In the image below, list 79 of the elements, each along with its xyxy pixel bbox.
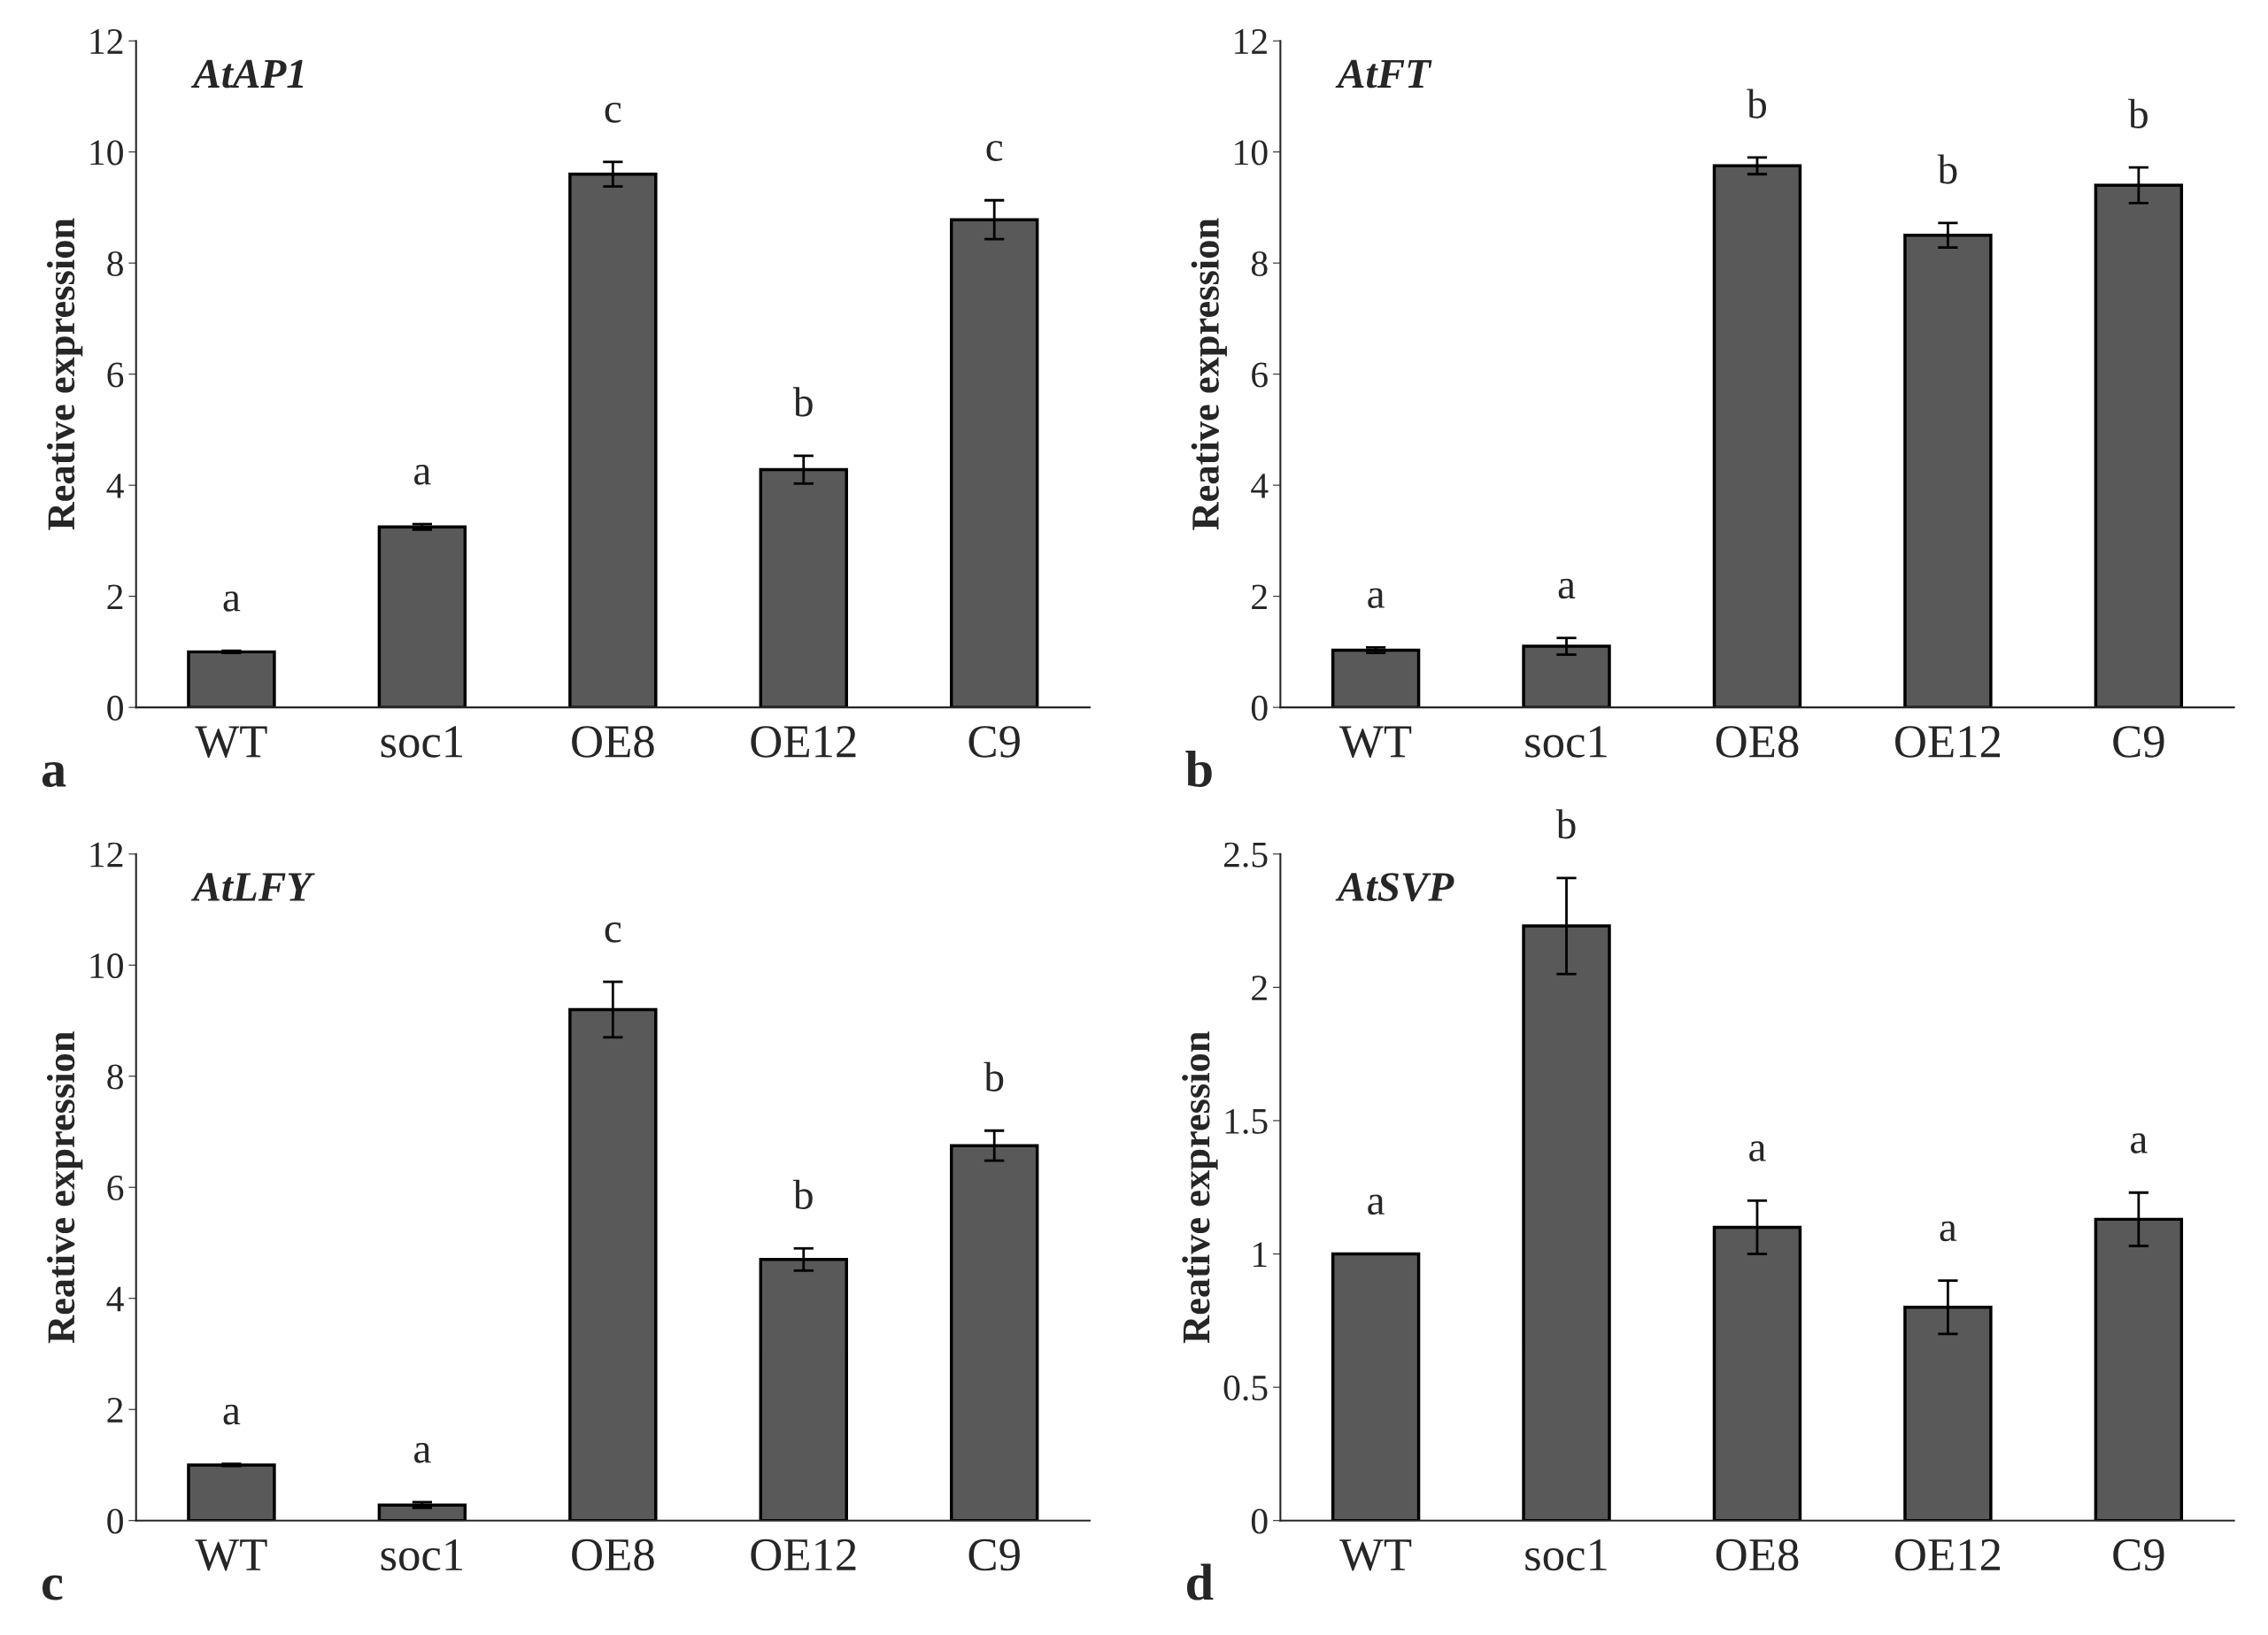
text: b	[1555, 809, 1576, 839]
x-tick-label: OE12	[751, 1539, 856, 1571]
y-tick-label: 12	[1235, 29, 1267, 54]
annotation: a	[2131, 1133, 2148, 1153]
y-tick-label: 1	[1254, 1242, 1267, 1267]
x-tick-label: WT	[1339, 1539, 1412, 1571]
text: a	[42, 762, 66, 788]
y-tick-label: 2	[107, 584, 123, 610]
x-tick-label: C9	[2113, 726, 2164, 758]
annotation: a	[1558, 578, 1576, 599]
x-tick-label: OE8	[1716, 1539, 1799, 1571]
y-axis-title: Reative expression	[47, 218, 83, 530]
text: d	[1187, 1563, 1214, 1600]
y-tick-label: 6	[107, 1176, 124, 1201]
annotation: c	[605, 102, 621, 123]
y-tick-label: 0	[1251, 1508, 1268, 1534]
x-tick-label: OE8	[1716, 726, 1799, 758]
annotation: c	[605, 922, 621, 943]
annotation: b	[792, 387, 813, 417]
annotation: b	[1937, 154, 1957, 184]
y-tick-label: 8	[107, 251, 123, 277]
annotation: a	[223, 1404, 241, 1425]
y-tick-label: 12	[90, 29, 123, 54]
x-tick-label: C9	[968, 726, 1020, 758]
x-tick-label: C9	[968, 1539, 1020, 1571]
x-tick-label: C9	[2113, 1539, 2164, 1571]
chart-title: AtSVP	[1335, 873, 1454, 902]
x-tick-label: WT	[195, 1539, 267, 1571]
text: c	[42, 1575, 63, 1600]
y-tick-label: 2.5	[1223, 842, 1268, 868]
annotation: b	[1747, 89, 1766, 119]
y-tick-label: 10	[90, 140, 123, 166]
chart-title: AtFT	[1335, 59, 1432, 89]
text: b	[1185, 750, 1212, 788]
y-tick-label: 6	[107, 362, 124, 388]
y-axis-title: Reative expression	[1182, 1031, 1218, 1344]
annotation: a	[1368, 1194, 1385, 1215]
x-tick-label: OE8	[572, 726, 654, 758]
y-tick-label: 10	[1235, 140, 1268, 166]
annotation: a	[1749, 1141, 1766, 1161]
annotation: a	[414, 465, 431, 485]
y-tick-label: 4	[1251, 474, 1269, 498]
y-tick-label: 0	[107, 695, 123, 721]
y-tick-label: 8	[1251, 251, 1268, 277]
y-tick-label: 2	[107, 1398, 123, 1423]
x-tick-label: OE12	[1895, 1539, 2001, 1571]
annotation: a	[414, 1443, 431, 1463]
annotation: b	[2128, 98, 2148, 128]
y-tick-label: 2	[1252, 976, 1267, 1000]
annotation: a	[1940, 1221, 1957, 1242]
annotation: a	[1368, 588, 1385, 609]
x-tick-label: WT	[1339, 726, 1412, 758]
x-tick-label: soc1	[1525, 726, 1607, 758]
x-tick-label: soc1	[1525, 1539, 1607, 1571]
annotation: c	[986, 141, 1003, 161]
annotation: b	[984, 1061, 1004, 1091]
chart-title: AtLFY	[190, 873, 315, 901]
y-tick-label: 10	[90, 953, 123, 979]
y-tick-label: 8	[107, 1064, 123, 1090]
x-tick-label: soc1	[381, 726, 463, 758]
y-tick-label: 0	[1251, 695, 1268, 721]
y-tick-label: 0.5	[1223, 1375, 1268, 1401]
chart-title: AtAP1	[190, 59, 304, 89]
y-axis-title: Reative expression	[1191, 218, 1227, 530]
y-tick-label: 1.5	[1225, 1108, 1268, 1134]
y-tick-label: 0	[107, 1508, 123, 1534]
y-axis-title: Reative expression	[47, 1031, 83, 1344]
y-tick-label: 4	[106, 474, 124, 498]
y-tick-label: 6	[1252, 362, 1268, 388]
x-tick-label: soc1	[381, 1539, 463, 1571]
x-tick-label: WT	[195, 726, 267, 758]
x-tick-label: OE12	[1895, 726, 2001, 758]
annotation: a	[223, 591, 241, 612]
y-tick-label: 12	[90, 842, 123, 868]
y-tick-label: 2	[1252, 584, 1267, 610]
x-tick-label: OE12	[751, 726, 856, 758]
annotation: b	[792, 1179, 813, 1209]
y-tick-label: 4	[106, 1286, 124, 1312]
x-tick-label: OE8	[572, 1539, 654, 1571]
